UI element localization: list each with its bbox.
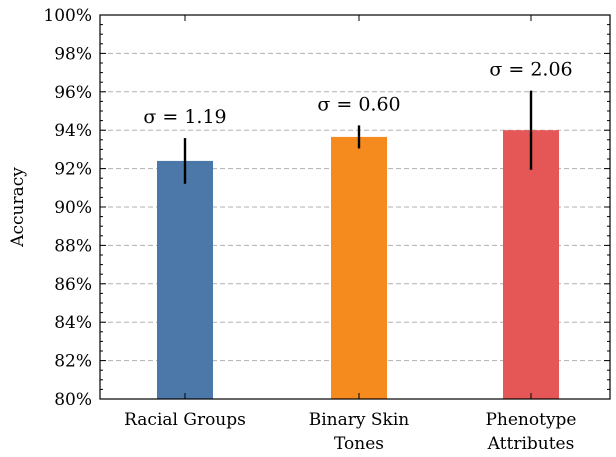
- y-tick-label: 90%: [54, 198, 92, 218]
- y-tick-label: 84%: [54, 313, 92, 333]
- y-tick-label: 94%: [54, 121, 92, 141]
- bar: [157, 160, 213, 399]
- y-tick-label: 98%: [54, 44, 92, 64]
- y-tick-label: 80%: [54, 390, 92, 410]
- error-bar-layer: [183, 90, 533, 184]
- x-category-label: Phenotype Attributes: [485, 410, 576, 454]
- y-tick-label: 100%: [43, 6, 92, 26]
- bar-layer: [157, 130, 559, 400]
- x-category-label: Binary Skin Tones: [309, 410, 410, 454]
- sigma-annotation: σ = 0.60: [317, 93, 400, 115]
- y-axis-label: Accuracy: [8, 167, 28, 248]
- tick-layer: [100, 14, 610, 400]
- bar: [331, 136, 387, 400]
- sigma-annotation: σ = 2.06: [489, 59, 572, 81]
- label-layer: 80% 82% 84% 86% 88% 90% 92% 94% 96% 98% 100% σ = 1.…: [43, 6, 576, 454]
- y-tick-label: 96%: [54, 83, 92, 103]
- x-category-label: Racial Groups: [124, 410, 246, 430]
- y-tick-label: 82%: [54, 352, 92, 372]
- sigma-annotation: σ = 1.19: [143, 106, 226, 128]
- bar: [503, 130, 559, 399]
- y-tick-label: 88%: [54, 236, 92, 256]
- y-tick-label: 92%: [54, 160, 92, 180]
- y-tick-label: 86%: [54, 275, 92, 295]
